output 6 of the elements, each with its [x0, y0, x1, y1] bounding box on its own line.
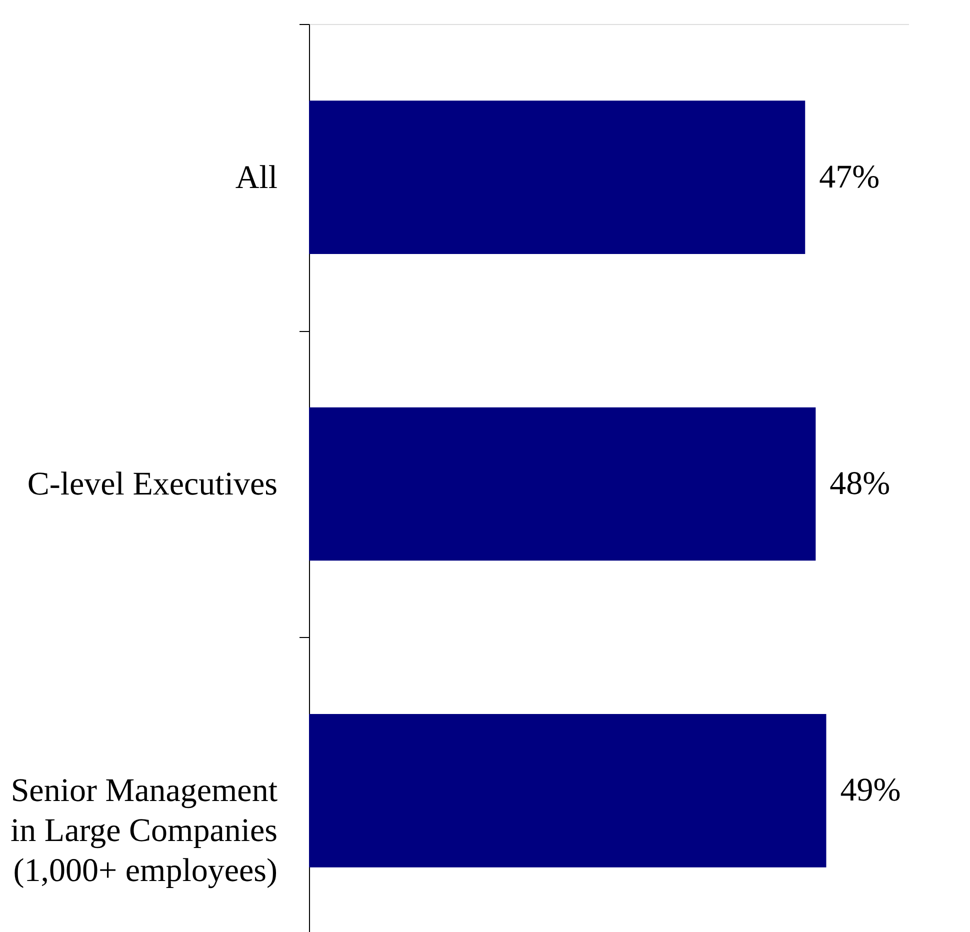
y-tick-label: All [235, 160, 278, 196]
y-tick-label: C-level Executives [27, 466, 278, 502]
y-tick-label: Senior Management in Large Companies (1,000+ employees) [10, 773, 278, 890]
data-label: 47% [819, 159, 880, 196]
data-label: 48% [830, 466, 890, 502]
data-label: 49% [840, 772, 901, 809]
